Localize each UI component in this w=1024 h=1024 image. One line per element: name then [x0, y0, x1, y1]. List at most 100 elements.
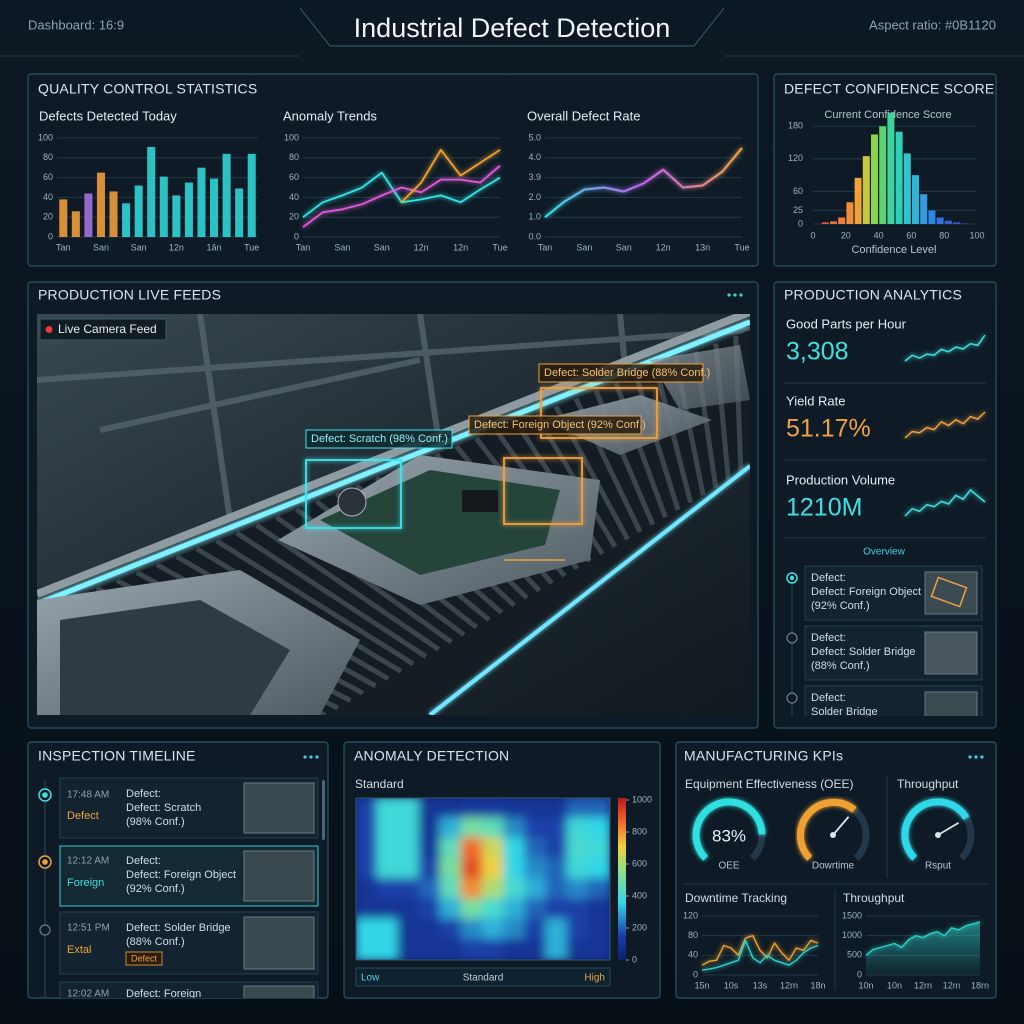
- heatmap-cell: [587, 857, 610, 880]
- heatmap-cell: [545, 798, 569, 820]
- x-tick-label: 80: [939, 230, 949, 240]
- colorbar-label: 1000: [632, 794, 652, 804]
- heatmap-cell: [524, 878, 548, 901]
- heatmap-cell: [460, 898, 484, 921]
- heatmap-cell: [524, 837, 548, 860]
- y-tick-label: 20: [289, 212, 299, 222]
- heatmap-cell: [460, 857, 484, 880]
- x-tick-label: 10s: [724, 980, 739, 990]
- heatmap-cell: [439, 938, 463, 960]
- metric-value: 51.17%: [786, 415, 871, 443]
- more-icon[interactable]: [727, 293, 743, 297]
- chip: [462, 490, 498, 512]
- defect-box[interactable]: [305, 459, 402, 529]
- more-icon[interactable]: [968, 755, 984, 759]
- heatmap-cell: [587, 837, 610, 860]
- y-tick-label: 0: [798, 218, 803, 228]
- line: [302, 165, 501, 228]
- sparkline: [904, 411, 986, 439]
- heatmap-cell: [524, 918, 548, 941]
- heatmap-cell: [482, 857, 506, 880]
- heatmap-cell: [503, 898, 527, 921]
- defect-box[interactable]: [540, 387, 658, 439]
- scrollbar[interactable]: [322, 780, 325, 840]
- heatmap-cell: [418, 898, 442, 921]
- heatmap-cell: [418, 817, 442, 840]
- heatmap-cell: [587, 938, 610, 960]
- list-dot: [786, 692, 798, 704]
- item-text: Defect: Foreign: [126, 988, 201, 1000]
- heatmap-cell: [418, 857, 442, 880]
- panel-title: DEFECT CONFIDENCE SCORE: [784, 81, 994, 97]
- item-text: (88% Conf.): [811, 660, 870, 672]
- badge: [125, 951, 163, 966]
- x-tick-label: 18rn: [971, 980, 989, 990]
- colorbar-label: 400: [632, 890, 647, 900]
- bar: [184, 182, 193, 237]
- bar: [59, 199, 68, 237]
- x-tick-label: 13s: [753, 980, 768, 990]
- y-tick-label: 0: [693, 969, 698, 979]
- more-icon[interactable]: [303, 755, 319, 759]
- heatmap-cell: [460, 878, 484, 901]
- heatmap-cell: [439, 837, 463, 860]
- panel-title: PRODUCTION LIVE FEEDS: [38, 287, 221, 303]
- y-tick-label: 80: [43, 152, 53, 162]
- heatmap-cell: [566, 918, 590, 941]
- x-tick-label: 12n: [169, 242, 184, 252]
- histogram-bar: [862, 156, 870, 224]
- x-tick-label: 12rn: [914, 980, 932, 990]
- y-tick-label: 1500: [842, 910, 862, 920]
- heatmap-cell: [545, 938, 569, 960]
- x-tick-label: 12m: [943, 980, 961, 990]
- rail: [37, 314, 750, 598]
- item-text: (92% Conf.): [126, 883, 185, 895]
- heatmap-cell: [587, 878, 610, 901]
- line: [544, 147, 743, 219]
- heatmap-cell: [376, 918, 400, 941]
- heatmap-cell: [376, 798, 400, 820]
- x-tick-label: San: [374, 242, 390, 252]
- heatmap-cell: [503, 837, 527, 860]
- heatmap-cell: [460, 918, 484, 941]
- roller: [215, 538, 415, 667]
- thumbnail: [243, 985, 315, 998]
- y-tick-label: 500: [847, 950, 862, 960]
- heatmap-cell: [397, 798, 421, 820]
- bar: [122, 203, 131, 237]
- heatmap-cell: [587, 918, 610, 941]
- gauge-arc: [901, 798, 970, 861]
- heatmap-cell: [587, 898, 610, 921]
- heatmap-cell: [503, 817, 527, 840]
- x-tick-label: 20: [841, 230, 851, 240]
- y-tick-label: 1.0: [528, 212, 541, 222]
- colorbar-label: 200: [632, 922, 647, 932]
- bar: [210, 178, 219, 237]
- item-text: (88% Conf.): [126, 936, 185, 948]
- chart-subtitle: Standard: [355, 777, 404, 791]
- chart-title: Downtime Tracking: [685, 891, 787, 905]
- defect-box[interactable]: [503, 457, 583, 525]
- defect-label: Defect: Solder Bridge (88% Conf.): [544, 367, 710, 379]
- heatmap-cell: [545, 918, 569, 941]
- heatmap-cell: [545, 878, 569, 901]
- chart-title: Anomaly Trends: [283, 108, 377, 123]
- item-text: Defect: Foreign Object: [126, 869, 236, 881]
- thumbnail: [243, 850, 315, 902]
- y-tick-label: 40: [289, 192, 299, 202]
- metric-value: 3,308: [786, 338, 849, 366]
- heatmap-cell: [376, 857, 400, 880]
- timeline-dot: [39, 924, 51, 936]
- section-title: Equipment Effectiveness (OEE): [685, 777, 854, 791]
- heatmap-cell: [376, 837, 400, 860]
- x-tick-label: 13n: [695, 242, 710, 252]
- x-tick-label: 1ān: [207, 242, 222, 252]
- heatmap-cell: [482, 798, 506, 820]
- panel-title: MANUFACTURING KPIs: [684, 748, 843, 764]
- y-tick-label: 60: [793, 186, 803, 196]
- x-tick-label: 100: [969, 230, 984, 240]
- heatmap-cell: [397, 898, 421, 921]
- gauge-needle: [937, 822, 960, 836]
- heatmap-cell: [376, 878, 400, 901]
- heatmap-cell: [460, 817, 484, 840]
